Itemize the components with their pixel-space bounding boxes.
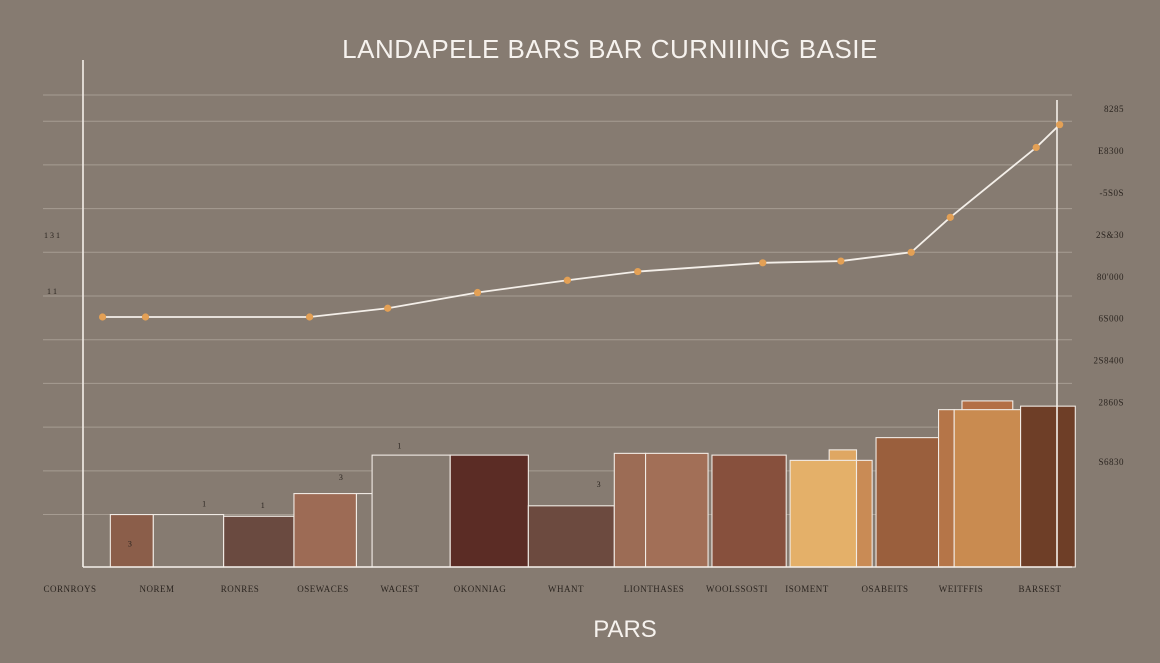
right-tick-label: 80'000	[1097, 272, 1124, 282]
left-tick-label: 1 3 1	[44, 231, 60, 240]
x-tick-label: LIONTHASES	[624, 584, 685, 594]
left-tick-labels: 1 3 1 1 1	[44, 231, 60, 296]
bar	[527, 505, 615, 568]
right-tick-label: 2S&30	[1096, 230, 1124, 240]
x-tick-label: RONRES	[221, 584, 260, 594]
line-point	[946, 213, 954, 221]
right-tick-label: E8300	[1098, 146, 1124, 156]
line-point	[384, 304, 392, 312]
bar	[109, 514, 154, 568]
x-tick-label: ISOMENT	[785, 584, 829, 594]
line-point	[634, 267, 642, 276]
line-point	[759, 259, 767, 267]
x-tick-label: WEITFFIS	[939, 584, 984, 594]
bar	[1020, 405, 1076, 568]
line-point	[563, 276, 572, 284]
x-axis-title: PARS	[593, 616, 657, 643]
bar	[293, 493, 358, 568]
line-point	[907, 248, 915, 256]
line-point	[1056, 121, 1064, 129]
x-tick-label: WHANT	[548, 584, 584, 594]
left-tick-label: 1 1	[47, 287, 57, 296]
line-point	[1032, 143, 1040, 152]
x-tick-label: OSEWACES	[297, 584, 349, 594]
x-tick-label: OSABEITS	[861, 584, 908, 594]
bar	[645, 452, 709, 568]
bar	[937, 409, 955, 568]
line-point	[98, 313, 107, 321]
bar-value-label: 3	[339, 473, 343, 482]
bar-series	[109, 400, 1076, 568]
bar	[355, 493, 373, 568]
right-tick-label: 2S8400	[1093, 356, 1124, 366]
bar-value-labels: 3 1 1 3 1 3	[128, 442, 601, 549]
x-tick-label: WACEST	[381, 584, 420, 594]
bar	[875, 437, 944, 568]
line-points	[98, 121, 1064, 321]
bar	[953, 409, 1022, 568]
bar	[152, 514, 225, 568]
right-tick-label: 8285	[1104, 104, 1124, 114]
x-tick-label: CORNROYS	[43, 584, 96, 594]
bar-value-label: 3	[128, 540, 132, 549]
x-tick-label: BARSEST	[1018, 584, 1061, 594]
bar-value-label: 1	[202, 499, 206, 508]
bar-value-label: 3	[597, 480, 601, 489]
x-tick-label: WOOLSSOSTI	[706, 584, 768, 594]
bar-value-label: 1	[261, 501, 265, 510]
bar	[711, 454, 787, 568]
bar	[449, 454, 529, 568]
x-tick-label: NOREM	[139, 584, 174, 594]
bar	[789, 459, 858, 568]
line-point	[305, 313, 314, 321]
line-point	[473, 288, 482, 297]
right-tick-labels: 8285 E8300 -5S0S 2S&30 80'000 6S000 2S8400 2860…	[1093, 104, 1124, 467]
bar	[613, 452, 647, 568]
line-series	[102, 124, 1061, 318]
right-tick-label: 6S000	[1098, 314, 1124, 324]
right-tick-label: 2860S	[1098, 398, 1124, 408]
gridlines	[43, 94, 1072, 516]
x-tick-label: OKONNIAG	[454, 584, 507, 594]
bar	[371, 454, 451, 568]
x-tick-labels: CORNROYS NOREM RONRES OSEWACES WACEST OKONNIA…	[43, 584, 1061, 594]
line-point	[837, 257, 845, 265]
bar-value-label: 1	[397, 442, 401, 451]
chart-title: LANDAPELE BARS BAR CURNIIING BASIE	[342, 34, 878, 64]
bar	[223, 515, 295, 568]
right-tick-label: -5S0S	[1099, 188, 1124, 198]
bar	[855, 459, 873, 568]
line-point	[141, 313, 150, 321]
right-tick-label: S6830	[1098, 457, 1124, 467]
